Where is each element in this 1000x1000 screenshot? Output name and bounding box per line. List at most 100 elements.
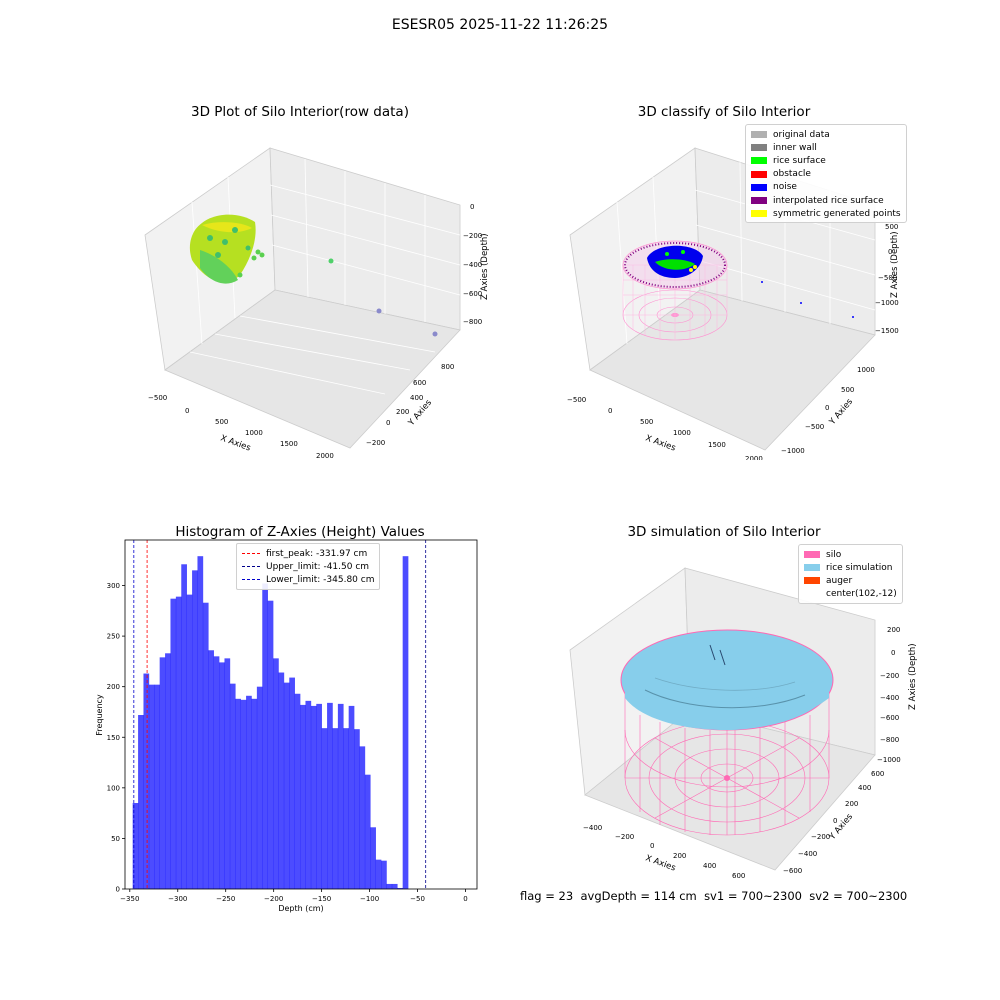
histogram-bar	[251, 698, 258, 889]
histogram-bar	[273, 658, 279, 889]
raw-tick-labels: −500 0 500 1000 1500 2000 −200 0 200 400…	[148, 203, 482, 460]
legend-label: noise	[773, 182, 797, 193]
raw-point-cloud	[189, 214, 438, 337]
status-avg-depth: avgDepth = 114 cm	[580, 889, 697, 903]
raw-z-tick: −400	[463, 261, 482, 269]
y-tick-label: 150	[107, 734, 120, 742]
classify-y-tick: 1000	[857, 366, 875, 374]
simulation-panel-title: 3D simulation of Silo Interior	[627, 524, 821, 540]
simulation-z-tick: 0	[891, 649, 895, 657]
classify-x-tick: 500	[640, 418, 653, 426]
simulation-z-tick: 200	[887, 626, 900, 634]
legend-label: Upper_limit: -41.50 cm	[266, 561, 370, 572]
legend-swatch	[751, 197, 767, 205]
histogram-bar	[213, 656, 220, 889]
figure-title: ESESR05 2025-11-22 11:26:25	[391, 17, 609, 33]
classify-x-tick: 2000	[745, 455, 763, 460]
status-sv1: sv1 = 700~2300	[704, 889, 802, 903]
histogram-bar	[402, 556, 409, 889]
histogram-bar	[143, 673, 150, 889]
legend-swatch	[804, 551, 820, 559]
histogram-bar	[375, 859, 382, 889]
histogram-bar	[202, 602, 209, 889]
x-tick-label: −300	[168, 895, 187, 903]
legend-swatch	[751, 210, 767, 218]
raw-y-tick: 200	[396, 408, 409, 416]
status-sv2: sv2 = 700~2300	[809, 889, 908, 903]
raw-y-axis-label: Y Axies	[406, 398, 434, 429]
histogram-chart[interactable]: −350 −300 −250 −200 −150 −100 −50 0 0 50 100 150 20…	[90, 535, 490, 920]
raw-z-tick: 0	[470, 203, 474, 211]
raw-x-tick: 500	[215, 418, 228, 426]
legend-line	[242, 566, 260, 568]
legend-label: original data	[773, 129, 830, 140]
histogram-bar	[294, 693, 301, 889]
histogram-bar	[310, 705, 317, 889]
histogram-bar	[224, 658, 231, 889]
raw-gridlines	[189, 158, 461, 395]
legend-swatch	[804, 591, 820, 598]
histogram-bar	[316, 703, 322, 889]
simulation-y-tick: 600	[871, 770, 884, 778]
histogram-bar	[181, 564, 187, 889]
legend-item: Lower_limit: -345.80 cm	[242, 573, 374, 586]
histogram-bar	[246, 695, 252, 889]
legend-item: inner wall	[751, 141, 901, 154]
x-tick-label: −350	[120, 895, 139, 903]
classify-z-tick: −500	[878, 274, 897, 282]
histogram-bar	[289, 677, 295, 889]
simulation-3d-plot[interactable]: −400 −200 0 200 400 600 −600 −400 −200 0…	[555, 550, 930, 880]
legend-label: rice simulation	[826, 562, 893, 573]
raw-z-tick: −200	[463, 232, 482, 240]
y-tick-label: 50	[111, 835, 120, 843]
status-flag: flag = 23	[520, 889, 574, 903]
histogram-bar	[159, 657, 166, 889]
histogram-bar	[138, 715, 144, 889]
raw-panel-title: 3D Plot of Silo Interior(row data)	[191, 104, 409, 120]
simulation-z-tick: −200	[880, 672, 899, 680]
histogram-y-axis-label: Frequency	[95, 694, 104, 736]
simulation-y-tick: −200	[811, 833, 830, 841]
legend-item: first_peak: -331.97 cm	[242, 547, 374, 560]
y-tick-label: 0	[116, 886, 120, 894]
raw-3d-plot[interactable]: −500 0 500 1000 1500 2000 −200 0 200 400…	[130, 130, 490, 460]
simulation-z-tick: −400	[880, 694, 899, 702]
histogram-bar	[337, 703, 344, 889]
simulation-x-tick: −200	[615, 833, 634, 841]
histogram-bar	[208, 650, 214, 889]
histogram-bar	[278, 672, 285, 889]
legend-swatch	[804, 564, 820, 572]
classify-points	[647, 245, 854, 318]
histogram-bar	[283, 682, 290, 889]
x-tick-label: −200	[264, 895, 283, 903]
histogram-x-axis-label: Depth (cm)	[278, 904, 323, 913]
legend-swatch	[804, 577, 820, 585]
histogram-bar	[219, 662, 225, 889]
simulation-y-axis-label: Y Axies	[827, 812, 855, 843]
raw-x-tick: 0	[185, 407, 189, 415]
simulation-x-tick: 200	[673, 852, 686, 860]
histogram-bar	[175, 596, 182, 889]
classify-tick-labels: −500 0 500 1000 1500 2000 −1000 −500 0 5…	[567, 223, 899, 460]
simulation-x-tick: 600	[732, 872, 745, 880]
legend-swatch	[751, 144, 767, 152]
simulation-z-axis-label: Z Axies (Depth)	[908, 643, 918, 710]
classify-floor-pane	[589, 289, 876, 451]
histogram-x-ticks: −350 −300 −250 −200 −150 −100 −50 0	[120, 889, 468, 903]
histogram-bar	[370, 827, 376, 889]
raw-x-tick: 1000	[245, 429, 263, 437]
classify-z-axis-label: Z Axies (Depth)	[890, 231, 900, 298]
raw-z-tick: −600	[463, 290, 482, 298]
histogram-bar	[386, 883, 393, 889]
histogram-reference-lines	[133, 540, 427, 889]
legend-item: original data	[751, 128, 901, 141]
simulation-legend: silo rice simulation auger center(102,-1…	[798, 544, 903, 604]
classify-legend: original data inner wall rice surface ob…	[745, 124, 907, 224]
legend-label: first_peak: -331.97 cm	[266, 548, 368, 559]
legend-label: auger	[826, 575, 853, 586]
histogram-bar	[381, 860, 387, 889]
simulation-y-tick: 400	[858, 784, 871, 792]
legend-item: obstacle	[751, 168, 901, 181]
histogram-bar	[154, 684, 160, 889]
simulation-x-tick: −400	[583, 824, 602, 832]
